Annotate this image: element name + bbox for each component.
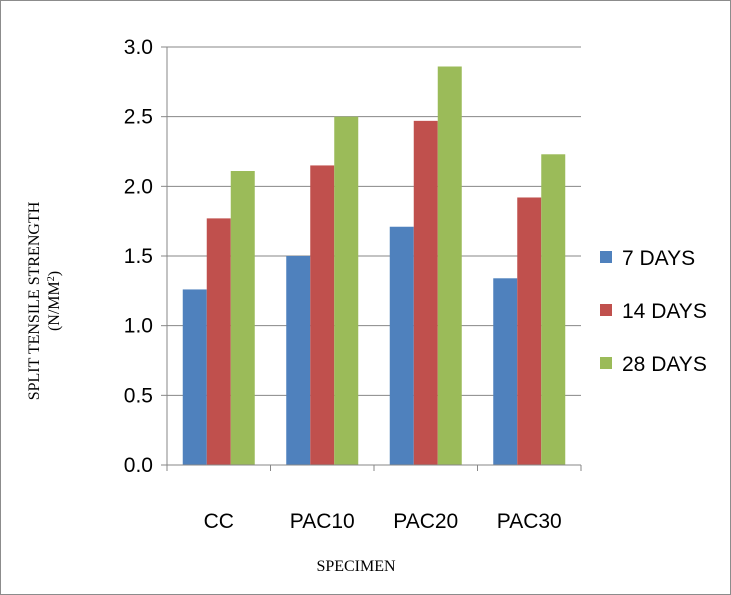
y-axis-unit-sup: 2 — [46, 276, 57, 281]
y-tick-label: 3.0 — [124, 36, 153, 59]
bar-pac20-14-days — [413, 120, 438, 465]
y-tick-label: 1.0 — [124, 315, 153, 338]
y-tick-label: 1.5 — [124, 245, 153, 268]
y-axis-unit-text: (N/MM — [46, 281, 63, 331]
legend-swatch — [600, 251, 612, 263]
y-axis-unit-end: ) — [46, 271, 63, 276]
bar-pac10-28-days — [334, 116, 359, 466]
bar-cc-14-days — [206, 218, 231, 465]
axes — [161, 46, 582, 471]
bar-pac20-28-days — [437, 66, 462, 466]
bar-pac30-28-days — [541, 154, 566, 465]
x-tick-label: PAC10 — [290, 510, 355, 533]
x-axis-title: SPECIMEN — [316, 558, 396, 575]
x-tick-label: PAC20 — [393, 510, 458, 533]
bar-pac20-7-days — [389, 226, 414, 465]
legend: 7 DAYS 14 DAYS 28 DAYS — [600, 247, 707, 376]
bar-pac10-7-days — [286, 256, 311, 465]
bar-cc-28-days — [230, 171, 255, 466]
legend-label: 28 DAYS — [622, 353, 707, 376]
legend-label: 7 DAYS — [622, 247, 695, 270]
legend-swatch — [600, 357, 612, 369]
bar-pac30-7-days — [493, 278, 518, 465]
y-tick-labels: 0.0 0.5 1.0 1.5 2.0 2.5 3.0 — [124, 36, 153, 477]
bars — [182, 66, 566, 466]
bar-pac10-14-days — [310, 165, 335, 465]
bar-pac30-14-days — [517, 197, 542, 466]
x-tick-labels: CC PAC10 PAC20 PAC30 — [204, 510, 562, 533]
y-tick-label: 2.5 — [124, 106, 153, 129]
y-axis-unit: (N/MM2) — [46, 271, 64, 331]
x-tick-label: CC — [204, 510, 234, 533]
legend-swatch — [600, 304, 612, 316]
legend-label: 14 DAYS — [622, 300, 707, 323]
y-axis-title: SPLIT TENSILE STRENGTH — [26, 201, 43, 400]
y-axis-title-group: SPLIT TENSILE STRENGTH (N/MM2) — [26, 201, 63, 400]
x-tick-label: PAC30 — [497, 510, 562, 533]
y-tick-label: 0.5 — [124, 384, 153, 407]
y-tick-label: 0.0 — [124, 454, 153, 477]
bar-cc-7-days — [182, 289, 207, 465]
y-tick-label: 2.0 — [124, 175, 153, 198]
